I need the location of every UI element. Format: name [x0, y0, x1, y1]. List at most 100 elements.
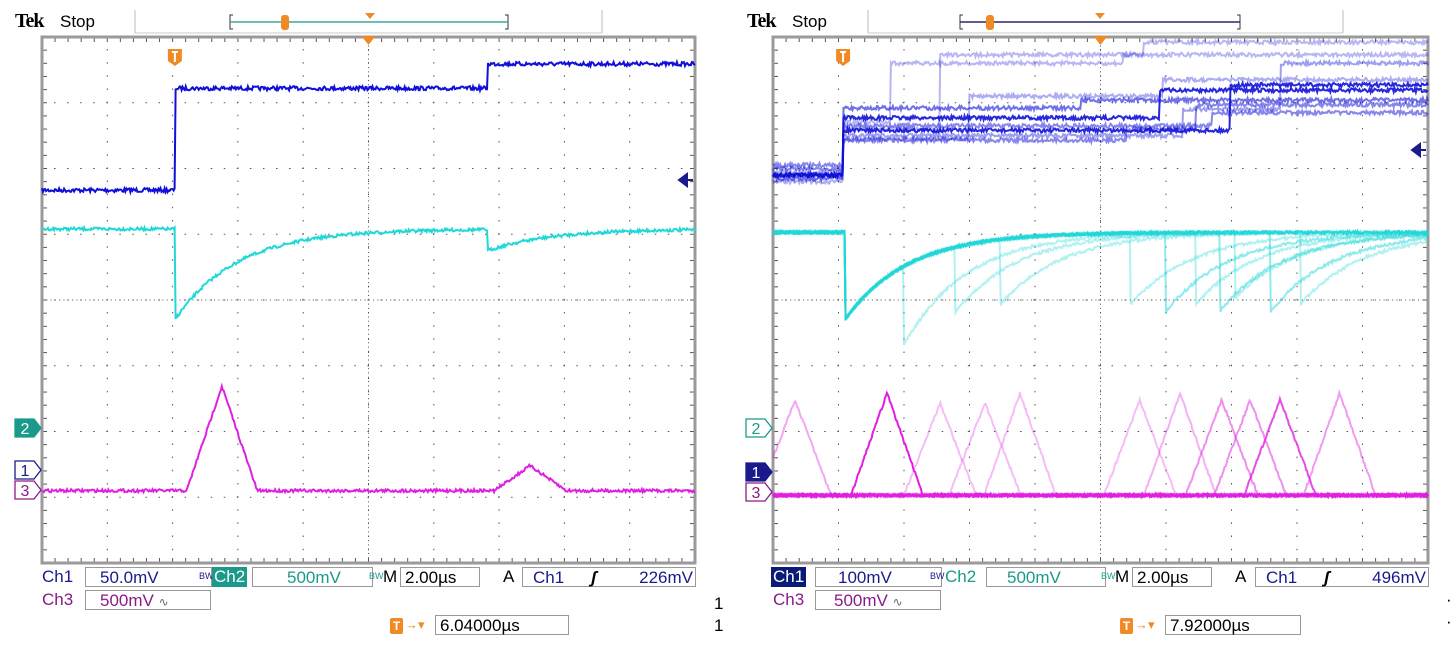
- trigger-source: Ch1: [1266, 568, 1298, 587]
- ch3-trace: [41, 382, 696, 495]
- ch3-scale: 500mV: [834, 591, 888, 610]
- brand-logo: Tek: [15, 10, 44, 32]
- trigger-source: Ch1: [533, 568, 565, 587]
- scope-1-waveforms: [41, 58, 696, 495]
- ch1-marker-label: 1: [752, 465, 761, 482]
- rising-edge-icon: ʃ: [591, 568, 597, 587]
- ch3-trace: [772, 398, 1429, 500]
- trigger-position-value[interactable]: 6.04000µs: [435, 615, 569, 635]
- side-mark: ·: [1446, 590, 1452, 609]
- ch2-marker-shape: [745, 418, 773, 438]
- trigger-position-value[interactable]: 7.92000µs: [1165, 615, 1301, 635]
- ac-coupling-icon: ∿: [158, 595, 169, 609]
- arrow-to-center-icon: →▾: [1135, 617, 1155, 632]
- trigger-readout[interactable]: Ch1 ʃ 226mV: [522, 567, 696, 587]
- rising-edge-icon: ʃ: [1324, 568, 1330, 587]
- trigger-mode-label: A: [1235, 567, 1247, 586]
- ch1-ground-marker[interactable]: 1: [745, 462, 773, 482]
- ch3-scale: 500mV: [100, 591, 154, 610]
- arrow-to-center-icon: →▾: [405, 617, 425, 632]
- ch3-label[interactable]: Ch3: [773, 590, 805, 609]
- trigger-level: 226mV: [639, 568, 693, 587]
- ch1-trace: [772, 99, 1429, 174]
- ch3-label[interactable]: Ch3: [42, 590, 74, 609]
- timebase-label: M: [383, 567, 398, 586]
- ch1-trace: [772, 80, 1429, 180]
- ch3-readout[interactable]: 500mV ∿: [815, 590, 941, 610]
- scope-2-graticule: [771, 10, 1430, 565]
- acquisition-status: Stop: [60, 12, 95, 31]
- trigger-point-icon-glyph: [171, 51, 178, 62]
- horizontal-position-marker: [361, 36, 376, 45]
- ch3-trace: [772, 396, 1429, 500]
- ch3-marker-shape: [14, 480, 42, 500]
- record-trigger-marker: [986, 15, 994, 30]
- ch1-marker-shape: [745, 462, 773, 482]
- horizontal-position-marker: [1093, 36, 1108, 45]
- ch1-trace: [772, 74, 1429, 186]
- record-center-marker: [365, 13, 375, 19]
- ch1-trace: [772, 84, 1429, 180]
- ch2-label[interactable]: Ch2: [945, 567, 977, 586]
- side-mark: 1: [714, 616, 724, 635]
- ch1-trace: [41, 58, 696, 196]
- record-center-marker: [1095, 13, 1105, 19]
- ch1-label[interactable]: Ch1: [771, 567, 807, 587]
- bandwidth-limit-icon: BW: [1101, 571, 1116, 581]
- ch1-scale[interactable]: 100mV: [815, 567, 942, 587]
- bandwidth-limit-icon: BW: [369, 571, 384, 581]
- ch3-readout[interactable]: 500mV ∿: [85, 590, 211, 610]
- trigger-point-icon-glyph: [840, 51, 847, 62]
- ch1-trace: [772, 57, 1429, 180]
- ch2-ground-marker[interactable]: 2: [14, 418, 42, 438]
- side-mark: ·: [1446, 612, 1452, 631]
- scope-1-graticule: [40, 10, 697, 565]
- ch1-trace: [772, 36, 1429, 177]
- ch1-scale[interactable]: 50.0mV: [85, 567, 212, 587]
- ac-coupling-icon: ∿: [892, 595, 903, 609]
- timebase-value[interactable]: 2.00µs: [1132, 567, 1212, 587]
- ch3-marker-label: 3: [752, 485, 761, 502]
- bandwidth-limit-icon: BW: [199, 571, 214, 581]
- trigger-level: 496mV: [1372, 568, 1426, 587]
- scope-2-waveforms: [772, 36, 1429, 500]
- side-mark: 1: [714, 594, 724, 613]
- ch3-marker-label: 3: [21, 483, 30, 500]
- trigger-position-icon: T: [1120, 618, 1133, 634]
- ch2-scale[interactable]: 500mV: [986, 567, 1106, 587]
- ch2-marker-label: 2: [752, 421, 761, 438]
- ch3-ground-marker[interactable]: 3: [745, 482, 773, 502]
- ch1-marker-label: 1: [21, 463, 30, 480]
- trigger-readout[interactable]: Ch1 ʃ 496mV: [1255, 567, 1429, 587]
- ch2-trace: [772, 228, 1428, 322]
- brand-logo: Tek: [747, 10, 776, 32]
- ch1-trace: [772, 49, 1429, 180]
- ch3-marker-shape: [745, 482, 773, 502]
- ch3-trace: [772, 391, 1429, 500]
- ch1-trace: [772, 94, 1429, 184]
- acquisition-status: Stop: [792, 12, 827, 31]
- record-trigger-marker: [281, 15, 289, 30]
- ch1-marker-shape: [14, 460, 42, 480]
- ch2-ground-marker[interactable]: 2: [745, 418, 773, 438]
- trigger-mode-label: A: [503, 567, 515, 586]
- trigger-position-icon: T: [390, 618, 403, 634]
- ch2-marker-shape: [14, 418, 42, 438]
- ch2-scale[interactable]: 500mV: [252, 567, 373, 587]
- timebase-label: M: [1115, 567, 1130, 586]
- trigger-level-arrow-icon: [677, 172, 693, 188]
- ch3-ground-marker[interactable]: 3: [14, 480, 42, 500]
- ch2-trace: [41, 224, 696, 320]
- ch3-trace: [772, 389, 1428, 500]
- timebase-value[interactable]: 2.00µs: [400, 567, 480, 587]
- bandwidth-limit-icon: BW: [930, 571, 945, 581]
- ch1-label[interactable]: Ch1: [42, 567, 74, 586]
- ch2-trace: [772, 229, 1429, 321]
- ch2-marker-label: 2: [21, 421, 30, 438]
- ch1-ground-marker[interactable]: 1: [14, 460, 42, 480]
- ch3-trace: [772, 395, 1429, 500]
- trigger-level-arrow-icon: [1410, 142, 1426, 158]
- ch2-label[interactable]: Ch2: [212, 567, 248, 587]
- ch3-trace: [772, 398, 1428, 500]
